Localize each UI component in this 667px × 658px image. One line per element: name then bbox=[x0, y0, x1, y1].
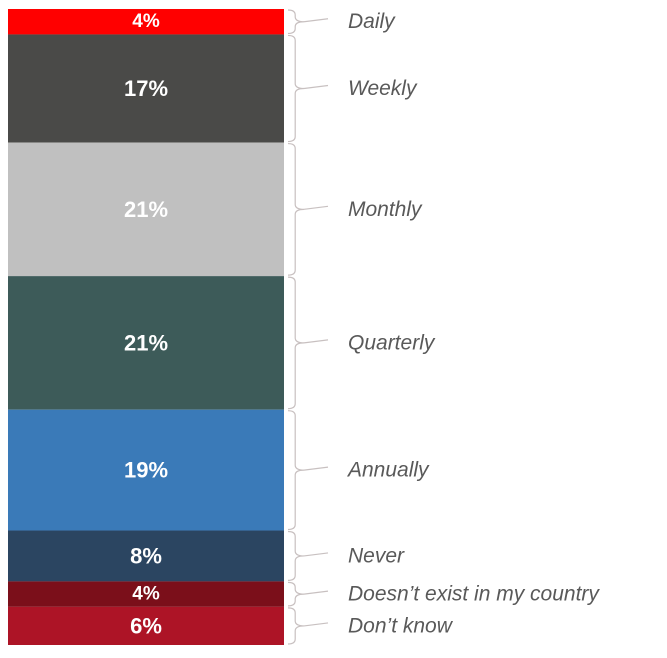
brace-annually bbox=[287, 410, 305, 531]
brace-daily bbox=[287, 9, 305, 35]
category-label-doesnt-exist-in-my-country: Doesn’t exist in my country bbox=[348, 583, 600, 606]
value-label-doesnt-exist-in-my-country: 4% bbox=[132, 584, 160, 605]
bar-segment-daily bbox=[8, 9, 284, 35]
leader-line-daily bbox=[303, 18, 329, 23]
bar-segment-doesnt-exist-in-my-country bbox=[8, 581, 284, 607]
value-label-weekly: 17% bbox=[124, 76, 168, 101]
value-label-never: 8% bbox=[130, 543, 162, 568]
value-label-quarterly: 21% bbox=[124, 330, 168, 355]
category-label-never: Never bbox=[348, 544, 405, 567]
category-label-annually: Annually bbox=[346, 459, 430, 482]
value-label-daily: 4% bbox=[132, 11, 160, 32]
bar-segment-annually bbox=[8, 409, 284, 531]
category-label-quarterly: Quarterly bbox=[348, 331, 436, 354]
brace-quarterly bbox=[287, 276, 305, 410]
leader-line-weekly bbox=[303, 84, 329, 90]
leader-line-monthly bbox=[303, 205, 329, 210]
leader-line-never bbox=[303, 552, 329, 557]
category-label-monthly: Monthly bbox=[348, 198, 423, 221]
brace-doesnt-exist-in-my-country bbox=[287, 581, 305, 607]
brace-weekly bbox=[287, 34, 305, 143]
leader-line-quarterly bbox=[303, 339, 329, 344]
brace-monthly bbox=[287, 142, 305, 276]
category-braces bbox=[287, 9, 329, 645]
bar-segment-never bbox=[8, 530, 284, 582]
leader-line-doesnt-exist-in-my-country bbox=[303, 590, 329, 595]
leader-line-dont-know bbox=[303, 622, 329, 627]
category-labels: Daily Weekly Monthly Quarterly Annually Never… bbox=[346, 10, 600, 637]
category-label-daily: Daily bbox=[348, 10, 396, 33]
bar-segment-quarterly bbox=[8, 276, 284, 410]
bar-segment-dont-know bbox=[8, 606, 284, 645]
brace-never bbox=[287, 530, 305, 581]
category-label-dont-know: Don’t know bbox=[348, 614, 454, 637]
segment-value-labels: 4% 17% 21% 21% 19% 8% 4% 6% bbox=[124, 11, 168, 638]
value-label-annually: 19% bbox=[124, 458, 168, 483]
bar-segments bbox=[8, 9, 284, 645]
value-label-dont-know: 6% bbox=[130, 613, 162, 638]
bar-segment-weekly bbox=[8, 34, 284, 143]
bar-segment-monthly bbox=[8, 142, 284, 277]
brace-dont-know bbox=[287, 607, 305, 645]
category-label-weekly: Weekly bbox=[348, 77, 418, 100]
value-label-monthly: 21% bbox=[124, 197, 168, 222]
leader-line-annually bbox=[303, 466, 329, 471]
